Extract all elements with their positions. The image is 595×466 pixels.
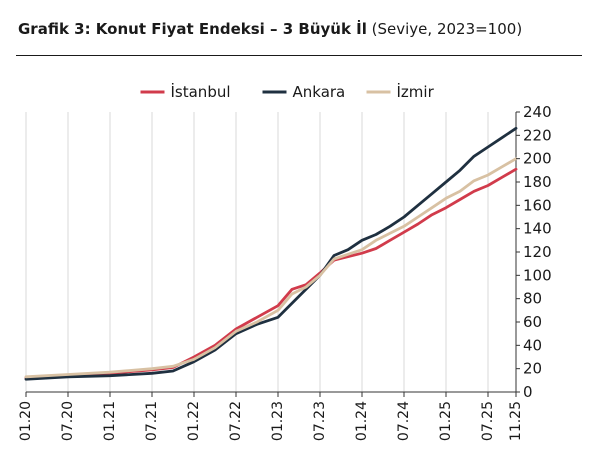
x-tick-label: 01.23 — [270, 401, 286, 441]
chart-subtitle: (Seviye, 2023=100) — [371, 20, 523, 38]
y-tick-label: 220 — [523, 126, 552, 144]
x-tick-label: 07.24 — [396, 401, 412, 441]
legend-label: İstanbul — [171, 82, 231, 101]
series-line — [24, 126, 518, 381]
legend-label: İzmir — [397, 82, 435, 101]
x-tick-label: 07.22 — [228, 401, 244, 441]
y-tick-label: 200 — [523, 150, 552, 168]
series-layer — [24, 126, 518, 381]
y-tick-label: 0 — [523, 383, 533, 401]
y-tick-label: 20 — [523, 360, 542, 378]
x-tick-label: 01.21 — [102, 401, 118, 441]
axes — [26, 112, 517, 393]
chart-legend: İstanbul Ankara İzmir — [140, 82, 435, 101]
x-tick-label: 01.24 — [354, 401, 370, 441]
vertical-gridlines — [25, 112, 517, 392]
y-tick-label: 240 — [523, 103, 552, 121]
x-tick-label: 07.21 — [144, 401, 160, 441]
y-tick-label: 120 — [523, 243, 552, 261]
chart-title: Grafik 3: Konut Fiyat Endeksi – 3 Büyük … — [18, 20, 367, 38]
x-tick-label: 01.20 — [18, 401, 34, 441]
x-tick-label: 07.20 — [60, 401, 76, 441]
title-divider — [16, 55, 582, 56]
x-tick-label: 07.25 — [480, 401, 496, 441]
y-tick-label: 60 — [523, 313, 542, 331]
y-tick-label: 80 — [523, 290, 542, 308]
x-tick-label: 01.22 — [186, 401, 202, 441]
y-tick-label: 160 — [523, 196, 552, 214]
y-axis-ticks: 0 20 40 60 80 100 120 140 160 180 200 220 240 — [516, 103, 552, 401]
x-tick-label: 01.25 — [438, 401, 454, 441]
legend-label: Ankara — [293, 83, 346, 101]
y-tick-label: 140 — [523, 220, 552, 238]
x-tick-label: 11.25 — [508, 401, 524, 441]
chart-title-row: Grafik 3: Konut Fiyat Endeksi – 3 Büyük … — [18, 20, 588, 38]
x-tick-label: 07.23 — [312, 401, 328, 441]
y-tick-label: 40 — [523, 336, 542, 354]
y-tick-label: 180 — [523, 173, 552, 191]
series-line — [24, 157, 518, 379]
y-tick-label: 100 — [523, 266, 552, 284]
x-axis-ticks: 01.20 07.20 01.21 07.21 01.22 07.22 01.23 07.23… — [18, 392, 524, 441]
